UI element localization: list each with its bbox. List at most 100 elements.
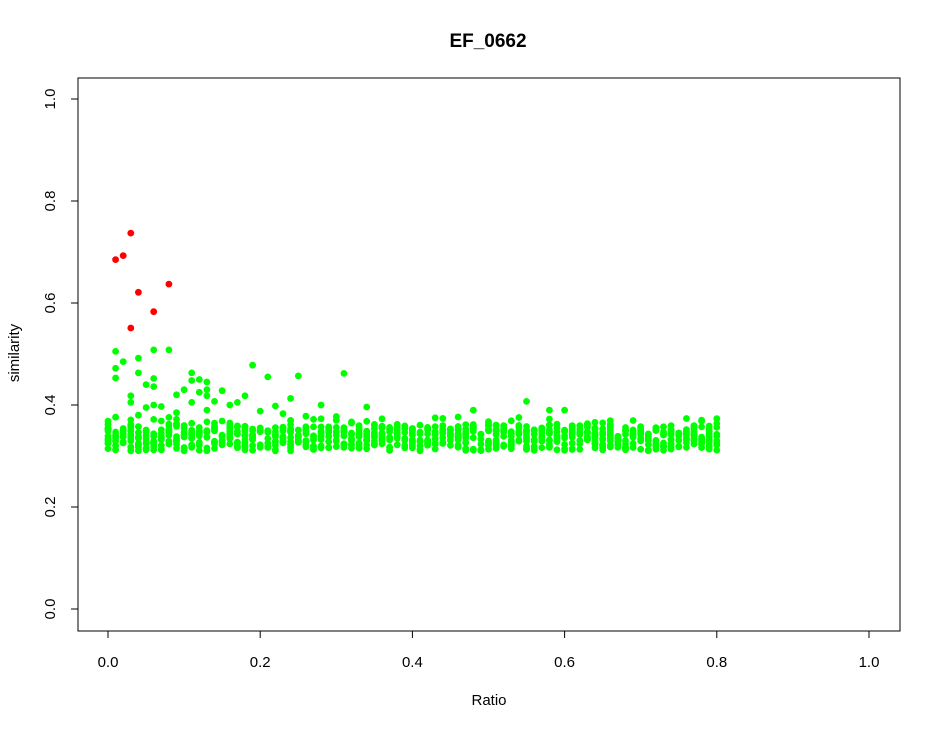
data-point [157,446,165,454]
data-point [523,398,530,405]
data-point [371,429,378,437]
data-point [500,432,508,440]
data-point [180,424,188,432]
data-point [135,354,142,362]
data-point [523,423,530,430]
data-point [546,415,553,423]
data-point [401,422,409,430]
data-point [127,422,135,430]
data-point [249,442,256,449]
data-point [561,426,568,434]
data-point [462,431,470,439]
data-point [355,429,363,437]
data-point [272,402,279,410]
data-point [104,435,112,443]
data-point [393,425,401,433]
data-point [165,431,173,439]
data-point [561,432,568,440]
data-point [538,444,546,451]
data-point [393,432,401,440]
data-point [272,437,279,445]
data-point [264,435,272,442]
data-point [606,437,614,445]
data-point [211,444,218,452]
data-point [272,424,279,431]
data-point [431,435,439,442]
data-point [629,433,637,441]
data-point [310,435,317,442]
data-point [226,434,234,442]
data-point [386,433,393,441]
data-point [355,443,363,451]
data-point [683,428,690,435]
data-point [439,428,447,436]
data-point [211,398,218,405]
data-point [135,443,142,451]
data-point [157,403,165,410]
data-point [378,424,386,432]
data-point [606,427,614,434]
data-point [112,413,119,421]
data-point [211,437,218,445]
data-point [485,445,492,453]
data-point [660,423,667,431]
data-point-highlight [127,324,135,332]
data-point [424,441,431,449]
data-point [553,446,561,454]
data-point [363,403,371,411]
data-point [690,422,698,430]
data-point [249,446,256,454]
data-point [302,412,310,420]
data-point [173,445,180,452]
data-point [705,425,713,433]
data-point [713,420,721,427]
data-point [500,443,508,450]
data-point [287,428,294,436]
data-point [584,429,591,437]
plot-frame [77,77,901,632]
data-point [371,441,378,448]
data-point [652,426,660,433]
data-point [150,401,158,409]
data-point [150,375,158,382]
data-point [454,443,462,451]
data-point [195,388,203,396]
data-point [173,391,180,399]
data-point-highlight [119,252,127,259]
data-point [378,436,386,444]
data-point [119,426,127,434]
data-point [302,427,310,435]
data-point [203,386,211,394]
data-point [492,441,500,448]
data-point [127,399,135,406]
x-axis: 0.0 0.2 0.4 0.6 0.8 1.0 [98,630,879,671]
data-point [348,441,355,449]
data-point [546,428,553,436]
data-point [348,429,355,437]
data-point [340,370,348,377]
data-point [325,438,333,446]
data-point [218,417,226,425]
data-point [310,416,317,423]
data-point [165,346,173,354]
data-point [606,443,614,451]
data-point [287,444,294,451]
data-point [241,392,249,400]
data-point [317,429,325,437]
data-point [188,430,196,438]
data-point [195,441,203,449]
data-point [241,446,249,454]
data-point [492,422,500,429]
data-point [705,431,713,438]
data-point [675,443,683,450]
data-point [256,441,264,449]
data-point [157,417,165,425]
data-point [195,447,203,454]
data-point [195,432,203,440]
x-tick-label: 0.8 [706,654,727,671]
data-point-highlight [127,229,135,237]
data-point [294,432,302,440]
data-point [203,406,211,414]
data-point [317,442,325,450]
data-point [393,441,401,449]
